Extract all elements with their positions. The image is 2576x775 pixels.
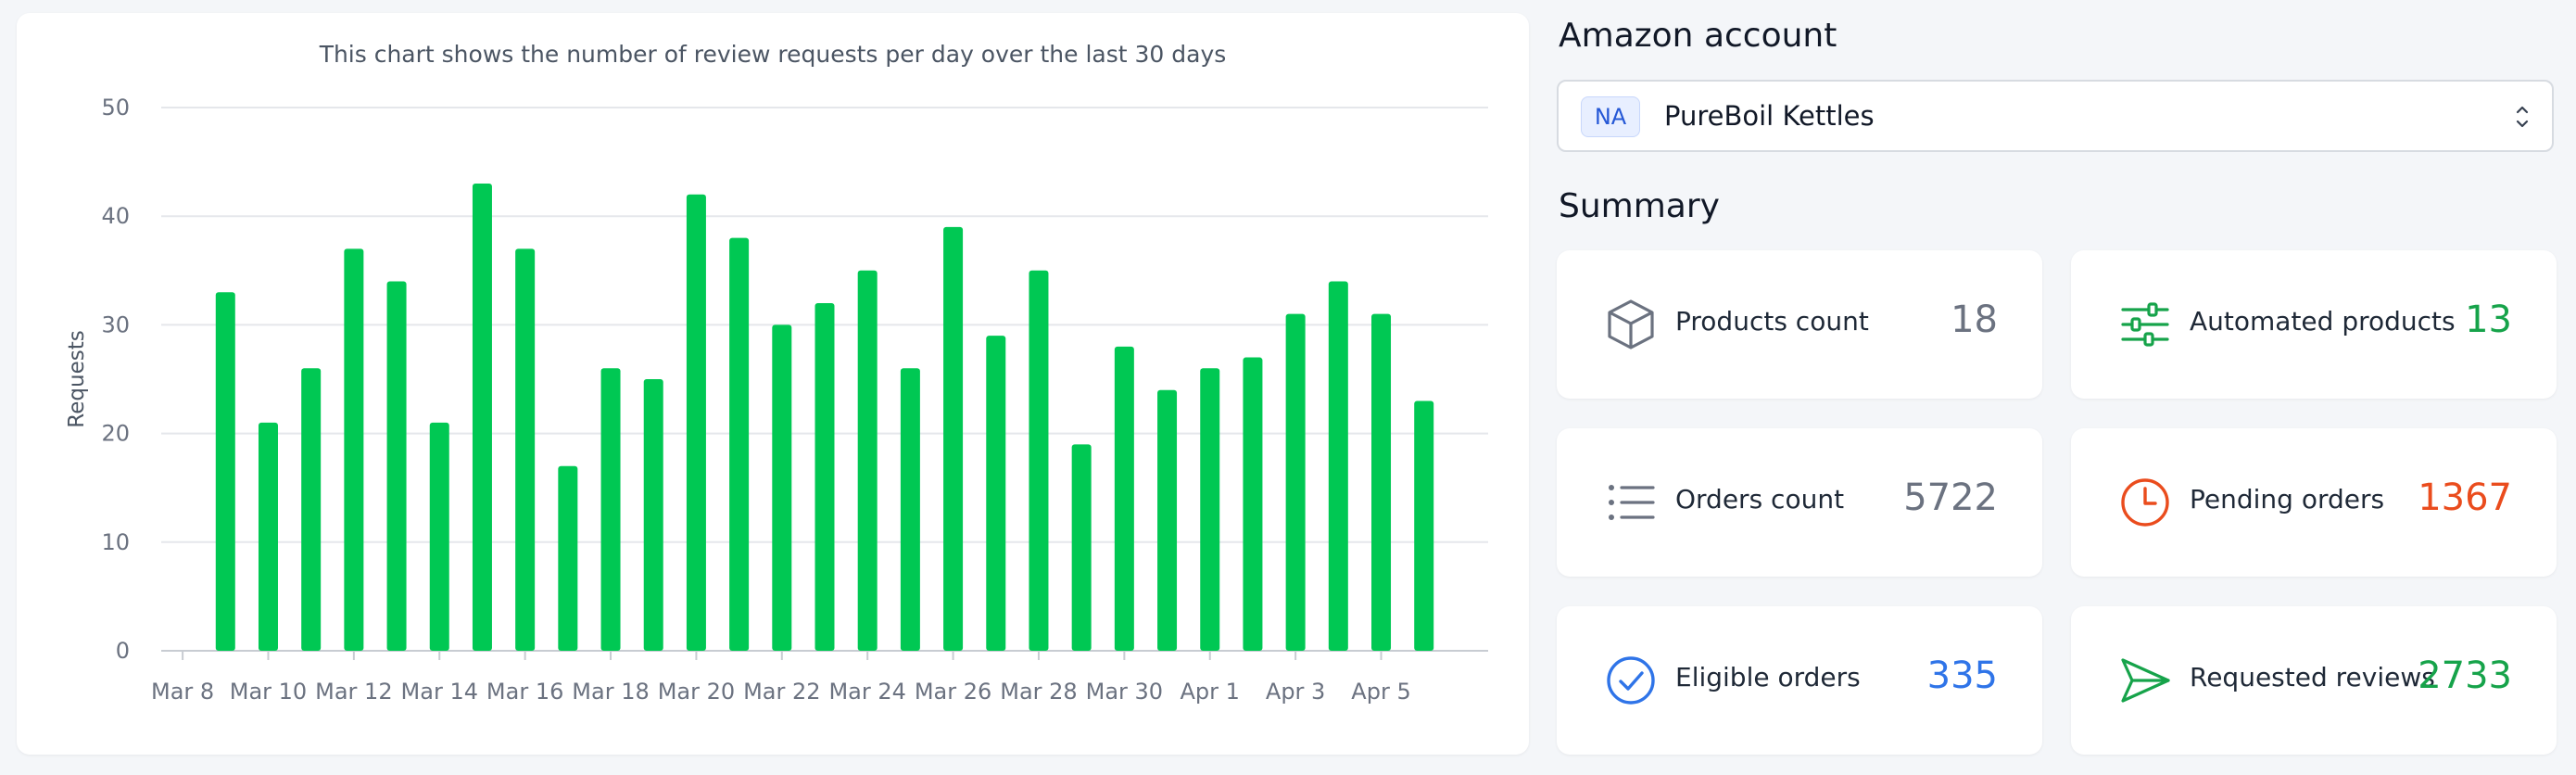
chevron-updown-icon xyxy=(2516,106,2529,128)
bar xyxy=(558,465,578,651)
card-label: Products count xyxy=(1675,306,1869,337)
orders-count-card: Orders count 5722 xyxy=(1557,428,2042,577)
amazon-account-heading: Amazon account xyxy=(1559,17,1837,55)
summary-heading: Summary xyxy=(1559,187,1720,225)
bar xyxy=(1029,270,1049,651)
bar xyxy=(943,226,964,652)
y-tick-label: 30 xyxy=(101,311,130,337)
account-name: PureBoil Kettles xyxy=(1664,100,1875,132)
card-value: 1367 xyxy=(2418,476,2512,519)
card-value: 335 xyxy=(1926,654,1998,697)
bar xyxy=(215,292,235,651)
card-label: Orders count xyxy=(1675,484,1845,515)
x-tick-label: Mar 20 xyxy=(658,679,735,705)
y-tick-label: 0 xyxy=(116,638,130,664)
x-tick-label: Mar 10 xyxy=(230,679,307,705)
bar xyxy=(1328,281,1348,651)
card-value: 2733 xyxy=(2418,654,2512,697)
send-icon xyxy=(2121,658,2170,703)
x-tick-label: Mar 16 xyxy=(486,679,563,705)
bar xyxy=(986,336,1006,651)
bar xyxy=(1157,389,1178,651)
bar xyxy=(900,368,920,651)
eligible-orders-card: Eligible orders 335 xyxy=(1557,606,2042,755)
x-tick-label: Mar 30 xyxy=(1086,679,1163,705)
chart-title: This chart shows the number of review re… xyxy=(319,41,1227,68)
bar xyxy=(515,248,536,651)
y-axis-label: Requests xyxy=(65,330,89,427)
cube-icon xyxy=(1608,299,1654,349)
y-tick-label: 50 xyxy=(101,95,130,121)
x-tick-label: Mar 14 xyxy=(401,679,478,705)
bar xyxy=(386,281,407,651)
x-tick-label: Mar 8 xyxy=(151,679,214,705)
amazon-account-select[interactable]: NA PureBoil Kettles xyxy=(1557,80,2554,152)
bar xyxy=(258,422,278,651)
card-label: Pending orders xyxy=(2190,484,2385,515)
x-tick-label: Mar 26 xyxy=(915,679,991,705)
clock-icon xyxy=(2121,478,2169,527)
x-tick-label: Apr 3 xyxy=(1266,679,1325,705)
bar xyxy=(1414,400,1434,651)
requests-chart-card: This chart shows the number of review re… xyxy=(17,13,1529,755)
card-label: Eligible orders xyxy=(1675,662,1861,692)
card-label: Automated products xyxy=(2190,306,2456,337)
check-circle-icon xyxy=(1607,656,1655,705)
x-tick-label: Mar 18 xyxy=(572,679,649,705)
x-tick-label: Mar 28 xyxy=(1000,679,1077,705)
x-tick-label: Mar 24 xyxy=(828,679,905,705)
bar xyxy=(1114,346,1134,651)
bar xyxy=(643,379,663,651)
pending-orders-card: Pending orders 1367 xyxy=(2071,428,2557,577)
bar xyxy=(429,422,449,651)
bar xyxy=(857,270,878,651)
x-tick-label: Apr 1 xyxy=(1181,679,1240,705)
requests-bar-chart: This chart shows the number of review re… xyxy=(65,41,1488,705)
bar xyxy=(472,184,492,652)
bar xyxy=(344,248,364,651)
x-tick-label: Mar 22 xyxy=(743,679,820,705)
y-tick-label: 10 xyxy=(101,529,130,555)
x-tick-label: Apr 5 xyxy=(1351,679,1410,705)
bar xyxy=(1371,313,1392,651)
requested-reviews-card: Requested reviews 2733 xyxy=(2071,606,2557,755)
bar xyxy=(1200,368,1220,651)
bar xyxy=(600,368,621,651)
y-tick-label: 20 xyxy=(101,421,130,447)
bar xyxy=(1285,313,1306,651)
products-count-card: Products count 18 xyxy=(1557,250,2042,399)
card-value: 13 xyxy=(2465,299,2512,341)
region-badge: NA xyxy=(1581,96,1640,137)
bar xyxy=(814,302,835,651)
bar xyxy=(1243,357,1263,651)
bar xyxy=(772,324,792,651)
account-panel: Amazon account NA PureBoil Kettles Summa… xyxy=(1557,0,2557,775)
bar xyxy=(301,368,322,651)
list-icon xyxy=(1609,485,1655,520)
card-value: 5722 xyxy=(1903,476,1998,519)
y-tick-label: 40 xyxy=(101,203,130,229)
sliders-icon xyxy=(2121,302,2169,347)
card-label: Requested reviews xyxy=(2190,662,2435,692)
bar xyxy=(729,237,750,651)
x-tick-label: Mar 12 xyxy=(315,679,392,705)
card-value: 18 xyxy=(1951,299,1998,341)
bar xyxy=(1071,444,1092,651)
bar xyxy=(686,194,706,651)
automated-products-card: Automated products 13 xyxy=(2071,250,2557,399)
